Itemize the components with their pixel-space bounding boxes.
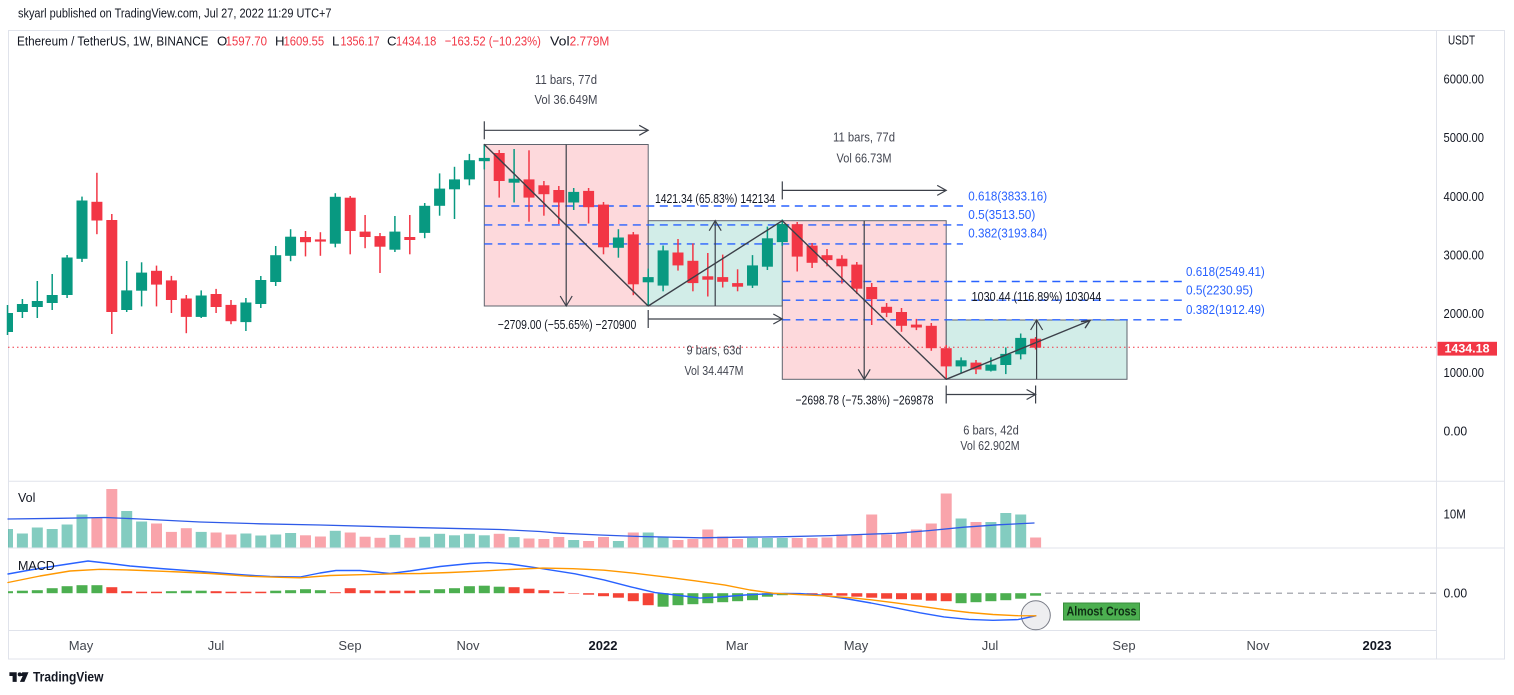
svg-text:10M: 10M: [1444, 508, 1466, 522]
svg-text:Vol: Vol: [18, 491, 35, 505]
svg-text:0.382(3193.84): 0.382(3193.84): [968, 227, 1047, 241]
svg-text:MACD: MACD: [18, 559, 55, 573]
svg-text:2022: 2022: [589, 638, 618, 653]
svg-text:1434.18: 1434.18: [1445, 341, 1490, 355]
svg-text:O: O: [217, 34, 227, 49]
svg-text:H: H: [275, 34, 285, 49]
svg-text:May: May: [844, 638, 869, 653]
svg-text:Vol: Vol: [550, 34, 570, 49]
svg-text:0.5(3513.50): 0.5(3513.50): [968, 208, 1035, 222]
svg-text:Mar: Mar: [726, 638, 749, 653]
svg-text:Nov: Nov: [1246, 638, 1270, 653]
svg-text:Sep: Sep: [1112, 638, 1135, 653]
svg-text:Sep: Sep: [338, 638, 361, 653]
svg-text:0.00: 0.00: [1444, 425, 1468, 439]
svg-text:0.00: 0.00: [1444, 587, 1468, 601]
svg-text:Ethereum / TetherUS, 1W, BINAN: Ethereum / TetherUS, 1W, BINANCE: [17, 34, 209, 49]
svg-text:2023: 2023: [1363, 638, 1392, 653]
svg-text:1609.55: 1609.55: [284, 34, 325, 49]
svg-text:0.382(1912.49): 0.382(1912.49): [1186, 303, 1265, 317]
svg-text:USDT: USDT: [1448, 34, 1475, 48]
svg-text:Almost Cross: Almost Cross: [1067, 605, 1137, 619]
svg-text:6 bars, 42d: 6 bars, 42d: [963, 423, 1019, 438]
svg-text:2000.00: 2000.00: [1444, 307, 1485, 321]
svg-text:1434.18: 1434.18: [396, 34, 436, 49]
svg-text:Jul: Jul: [982, 638, 999, 653]
svg-text:Nov: Nov: [456, 638, 480, 653]
svg-text:−2709.00 (−55.65%) −270900: −2709.00 (−55.65%) −270900: [498, 317, 637, 332]
svg-text:−163.52 (−10.23%): −163.52 (−10.23%): [445, 34, 541, 49]
svg-text:Vol 66.73M: Vol 66.73M: [837, 151, 892, 166]
svg-text:0.5(2230.95): 0.5(2230.95): [1186, 284, 1253, 298]
svg-text:9 bars, 63d: 9 bars, 63d: [687, 343, 742, 358]
svg-text:−2698.78 (−75.38%) −269878: −2698.78 (−75.38%) −269878: [796, 393, 934, 408]
svg-text:11 bars, 77d: 11 bars, 77d: [535, 72, 597, 87]
svg-text:1000.00: 1000.00: [1444, 366, 1485, 380]
svg-text:0.618(2549.41): 0.618(2549.41): [1186, 265, 1265, 279]
svg-text:Vol 36.649M: Vol 36.649M: [535, 92, 598, 107]
svg-text:TradingView: TradingView: [33, 670, 104, 686]
svg-text:May: May: [69, 638, 94, 653]
svg-text:skyarl published on TradingVie: skyarl published on TradingView.com, Jul…: [18, 5, 332, 20]
svg-text:4000.00: 4000.00: [1444, 190, 1485, 204]
svg-text:1421.34 (65.83%) 142134: 1421.34 (65.83%) 142134: [655, 191, 775, 206]
svg-text:0.618(3833.16): 0.618(3833.16): [968, 190, 1047, 204]
svg-text:5000.00: 5000.00: [1444, 131, 1485, 145]
svg-text:1030.44 (116.89%) 103044: 1030.44 (116.89%) 103044: [972, 289, 1102, 304]
svg-text:C: C: [387, 34, 397, 49]
svg-text:Vol 34.447M: Vol 34.447M: [685, 363, 744, 378]
svg-text:6000.00: 6000.00: [1444, 72, 1485, 86]
svg-text:2.779M: 2.779M: [570, 34, 610, 49]
svg-text:Vol 62.902M: Vol 62.902M: [960, 438, 1019, 453]
svg-text:1356.17: 1356.17: [341, 34, 380, 49]
svg-text:Jul: Jul: [208, 638, 225, 653]
svg-text:1597.70: 1597.70: [226, 34, 268, 49]
svg-text:11 bars, 77d: 11 bars, 77d: [833, 130, 895, 145]
svg-text:L: L: [332, 34, 339, 49]
svg-text:3000.00: 3000.00: [1444, 249, 1485, 263]
